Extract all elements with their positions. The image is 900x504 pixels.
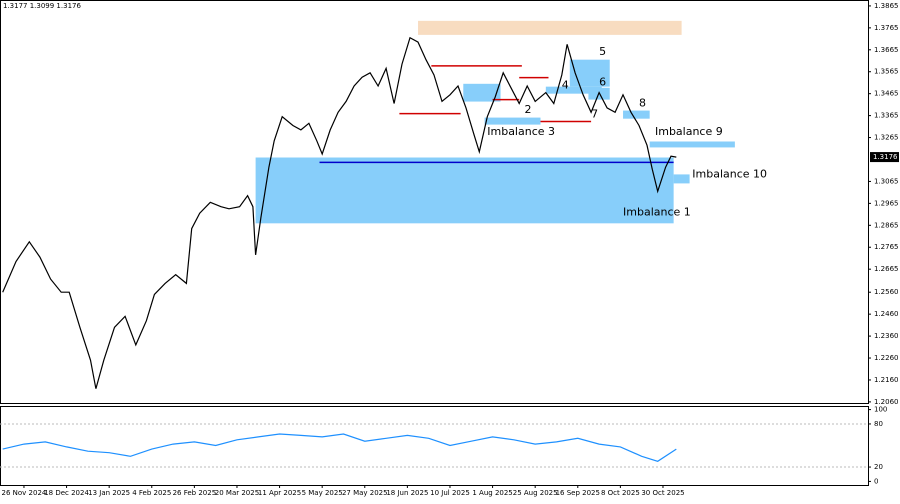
- price-header: 1.3177 1.3099 1.3176: [3, 2, 81, 10]
- y-tick-label: 1.3465: [874, 90, 899, 98]
- main-frame: [0, 0, 869, 404]
- x-tick-label: 16 Sep 2025: [556, 489, 600, 497]
- x-tick-label: 30 Oct 2025: [641, 489, 684, 497]
- x-tick-label: 26 Feb 2025: [173, 489, 217, 497]
- x-tick-label: 8 Oct 2025: [601, 489, 640, 497]
- x-tick-label: 5 May 2025: [302, 489, 343, 497]
- x-tick-label: 18 Dec 2024: [44, 489, 89, 497]
- zone: [255, 157, 674, 224]
- zone: [649, 141, 735, 148]
- y-tick-label: 20: [874, 463, 883, 471]
- y-tick-label: 1.2765: [874, 243, 899, 251]
- annotation: 4: [562, 79, 569, 92]
- y-tick-label: 0: [874, 477, 878, 485]
- zone: [673, 174, 690, 184]
- x-tick-label: 1 Aug 2025: [472, 489, 512, 497]
- annotation: Imbalance 3: [487, 125, 555, 138]
- annotation: Imbalance 1: [623, 205, 691, 218]
- y-tick-label: 1.2460: [874, 310, 899, 318]
- x-tick-label: 26 Nov 2024: [2, 489, 47, 497]
- y-tick-label: 1.2560: [874, 288, 899, 296]
- y-tick-label: 1.3365: [874, 112, 899, 120]
- price-line: [2, 36, 677, 389]
- y-tick-label: 80: [874, 420, 883, 428]
- y-tick-label: 1.2060: [874, 398, 899, 406]
- y-tick-label: 1.3865: [874, 2, 899, 10]
- zone: [418, 20, 682, 35]
- y-tick-label: 1.3065: [874, 177, 899, 185]
- zone: [463, 83, 501, 102]
- x-tick-label: 27 May 2025: [342, 489, 388, 497]
- y-tick-label: 1.3565: [874, 68, 899, 76]
- y-tick-label: 1.2260: [874, 354, 899, 362]
- annotation: 8: [639, 97, 646, 110]
- y-tick-label: 100: [874, 406, 887, 414]
- zone: [569, 59, 610, 87]
- y-tick-label: 1.3265: [874, 134, 899, 142]
- annotation: Imbalance 10: [692, 167, 767, 180]
- annotation: 5: [599, 45, 606, 58]
- indicator-frame: [0, 406, 869, 486]
- y-tick-label: 1.3665: [874, 46, 899, 54]
- price-line: [2, 433, 677, 462]
- y-tick-label: 1.2865: [874, 221, 899, 229]
- zone: [623, 110, 650, 119]
- annotation: 2: [525, 103, 532, 116]
- current-price: 1.3176: [873, 153, 898, 161]
- x-tick-label: 11 Apr 2025: [258, 489, 301, 497]
- x-tick-label: 20 Mar 2025: [215, 489, 259, 497]
- zone: [484, 117, 541, 125]
- x-tick-label: 13 Jan 2025: [88, 489, 130, 497]
- x-tick-label: 4 Feb 2025: [132, 489, 171, 497]
- zone: [545, 86, 602, 94]
- y-tick-label: 1.3765: [874, 24, 899, 32]
- y-tick-label: 1.2160: [874, 376, 899, 384]
- x-tick-label: 18 Jun 2025: [386, 489, 428, 497]
- price-box: [870, 152, 899, 163]
- y-tick-label: 1.2665: [874, 265, 899, 273]
- annotation: Imbalance 9: [655, 125, 723, 138]
- annotation: 6: [599, 76, 606, 89]
- x-tick-label: 25 Aug 2025: [513, 489, 558, 497]
- annotation: 7: [591, 108, 598, 121]
- y-tick-label: 1.2965: [874, 199, 899, 207]
- y-tick-label: 1.2360: [874, 332, 899, 340]
- x-tick-label: 10 Jul 2025: [430, 489, 470, 497]
